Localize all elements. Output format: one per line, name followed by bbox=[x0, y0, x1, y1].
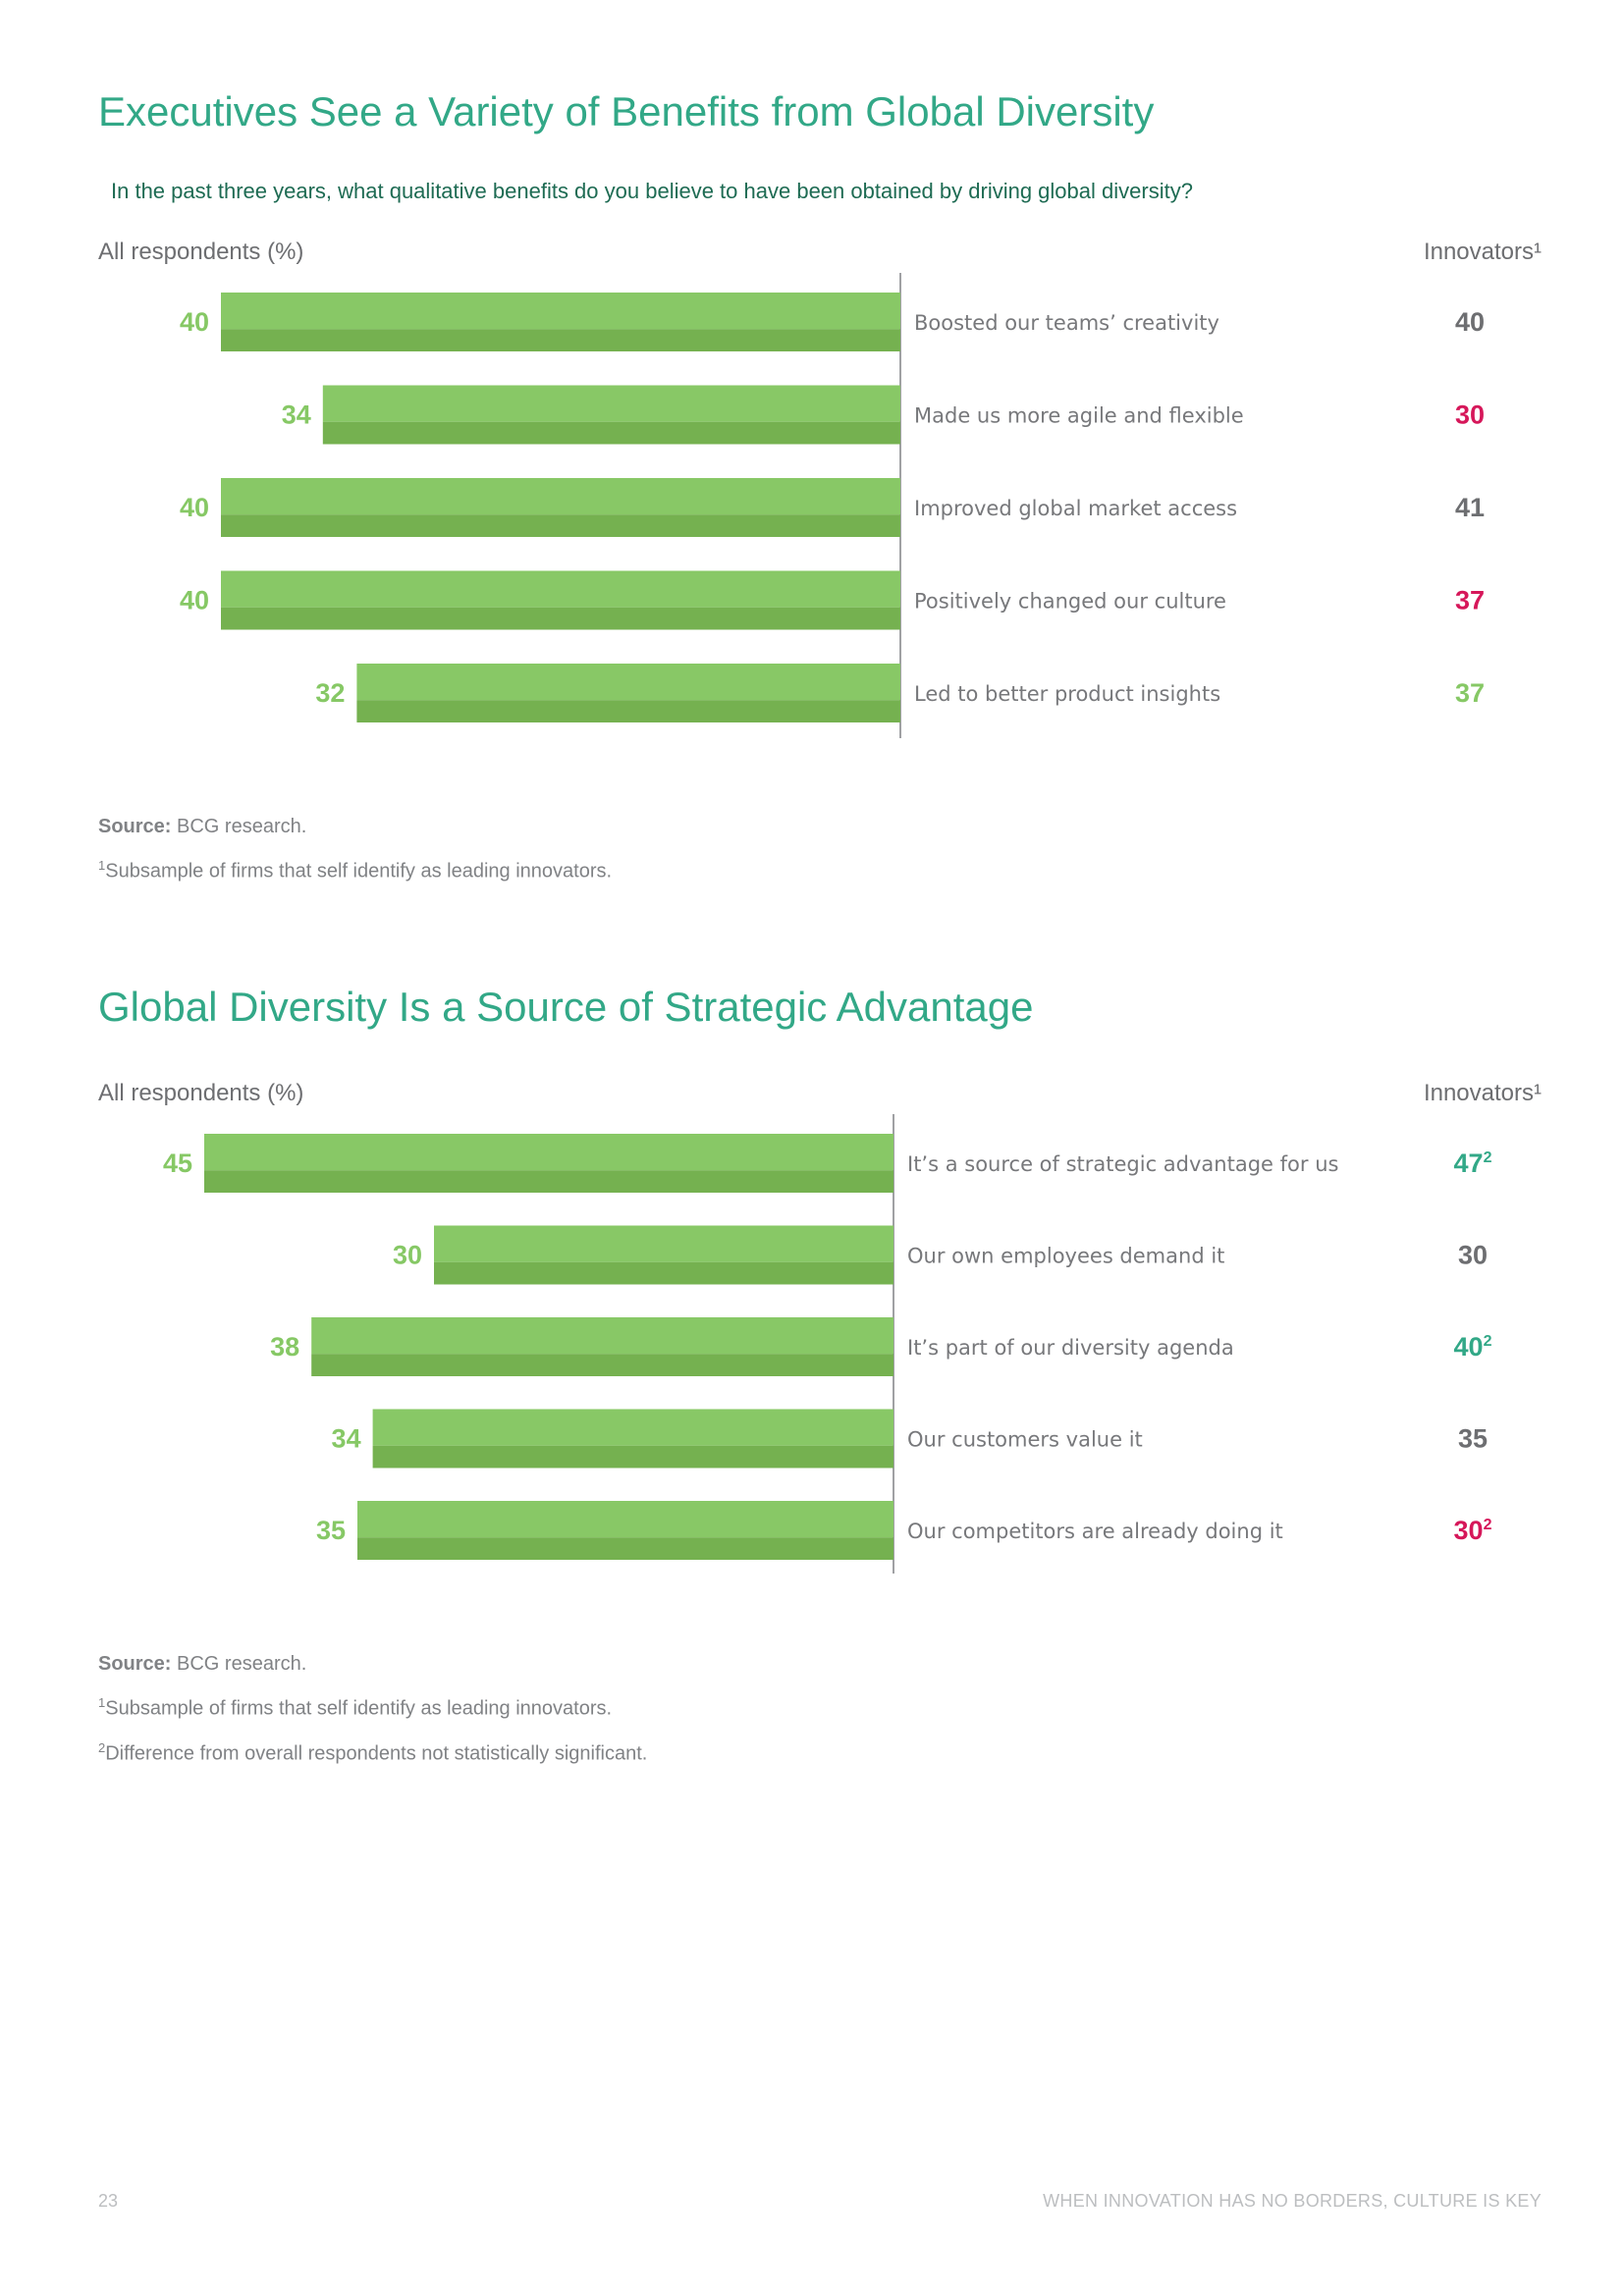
chart-2-innovator-value: 302 bbox=[1454, 1516, 1492, 1545]
chart-1-innovator-value: 40 bbox=[1455, 307, 1485, 337]
chart-1-bar-shadow bbox=[221, 607, 900, 630]
chart-2-bar-shadow bbox=[204, 1170, 893, 1193]
chart-1-bar-row: 32 Led to better product insights 37 bbox=[315, 664, 1485, 722]
chart-1-category-label: Made us more agile and flexible bbox=[914, 404, 1244, 428]
chart-2-value-label: 35 bbox=[316, 1516, 346, 1545]
chart-1-category-label: Boosted our teams’ creativity bbox=[914, 311, 1219, 335]
chart-2-bar bbox=[434, 1225, 893, 1262]
page-number: 23 bbox=[98, 2191, 119, 2211]
chart-1-bar bbox=[221, 293, 900, 330]
chart-2-footnote-1: 1Subsample of firms that self identify a… bbox=[98, 1695, 613, 1720]
chart-1-category-label: Led to better product insights bbox=[914, 682, 1220, 706]
chart-2-bar-shadow bbox=[434, 1261, 893, 1285]
chart-2-bar-row: 45 It’s a source of strategic advantage f… bbox=[163, 1134, 1492, 1193]
chart-1-category-label: Improved global market access bbox=[914, 497, 1237, 520]
chart-1-bar-chart: 40 Boosted our teams’ creativity 40 34 Made … bbox=[180, 273, 1485, 738]
chart-1-innovator-value: 30 bbox=[1455, 400, 1485, 430]
chart-1-bar bbox=[221, 478, 900, 515]
chart-2-footnote-2: 2Difference from overall respondents not… bbox=[98, 1739, 648, 1765]
chart-1-bar-row: 34 Made us more agile and flexible 30 bbox=[282, 385, 1485, 445]
chart-2-bar bbox=[372, 1409, 894, 1446]
chart-1-bar-shadow bbox=[356, 700, 900, 722]
chart-2-value-label: 30 bbox=[393, 1241, 422, 1270]
chart-1-innovator-value: 37 bbox=[1455, 678, 1485, 708]
chart-1-bar bbox=[221, 570, 900, 608]
chart-1-value-label: 32 bbox=[315, 678, 345, 708]
chart-2-bar-row: 34 Our customers value it 35 bbox=[332, 1409, 1488, 1468]
chart-1-bar-shadow bbox=[322, 421, 900, 445]
chart-1-question: In the past three years, what qualitativ… bbox=[111, 179, 1193, 203]
chart-2-title: Global Diversity Is a Source of Strategi… bbox=[98, 984, 1034, 1030]
chart-1-bar-row: 40 Improved global market access 41 bbox=[180, 478, 1485, 537]
chart-1-right-header: Innovators¹ bbox=[1423, 239, 1542, 265]
chart-1-title: Executives See a Variety of Benefits fro… bbox=[98, 88, 1155, 134]
chart-1-left-header: All respondents (%) bbox=[98, 239, 304, 265]
chart-2-bar bbox=[357, 1501, 893, 1538]
chart-2-value-label: 45 bbox=[163, 1148, 192, 1178]
chart-2-innovator-footnote-mark: 2 bbox=[1484, 1149, 1492, 1166]
chart-2-bar bbox=[204, 1134, 893, 1171]
chart-2-value-label: 34 bbox=[332, 1424, 361, 1454]
chart-2-value-label: 38 bbox=[270, 1332, 299, 1362]
chart-2-source: Source: BCG research. bbox=[98, 1653, 307, 1675]
chart-2-bar-row: 30 Our own employees demand it 30 bbox=[393, 1225, 1488, 1285]
chart-2-bar-row: 35 Our competitors are already doing it 30… bbox=[316, 1501, 1492, 1560]
chart-1-innovator-value: 37 bbox=[1455, 586, 1485, 615]
chart-2-category-label: Our own employees demand it bbox=[907, 1245, 1224, 1268]
chart-2-innovator-footnote-mark: 2 bbox=[1484, 1517, 1492, 1533]
chart-2-innovator-value: 35 bbox=[1458, 1424, 1488, 1454]
chart-1-category-label: Positively changed our culture bbox=[914, 590, 1226, 614]
chart-2-bar-shadow bbox=[372, 1445, 894, 1468]
chart-1-source: Source: BCG research. bbox=[98, 816, 307, 837]
chart-1-bar-shadow bbox=[221, 329, 900, 351]
chart-2-bar-shadow bbox=[311, 1354, 893, 1376]
chart-2-category-label: Our competitors are already doing it bbox=[907, 1520, 1283, 1543]
chart-1-bar-row: 40 Positively changed our culture 37 bbox=[180, 570, 1485, 630]
chart-2-bar-shadow bbox=[357, 1537, 893, 1560]
chart-1-value-label: 40 bbox=[180, 307, 209, 337]
chart-2-bar bbox=[311, 1317, 893, 1355]
chart-1-bar bbox=[322, 385, 900, 422]
chart-2-innovator-footnote-mark: 2 bbox=[1484, 1333, 1492, 1350]
chart-1-bar-row: 40 Boosted our teams’ creativity 40 bbox=[180, 293, 1485, 351]
chart-2-innovator-value: 30 bbox=[1458, 1241, 1488, 1270]
chart-2-bar-chart: 45 It’s a source of strategic advantage f… bbox=[163, 1114, 1492, 1574]
chart-2-innovator-value: 472 bbox=[1454, 1148, 1492, 1178]
chart-2-bar-row: 38 It’s part of our diversity agenda 402 bbox=[270, 1317, 1492, 1376]
chart-1-innovator-value: 41 bbox=[1455, 493, 1485, 522]
chart-1-bar bbox=[356, 664, 900, 701]
chart-1-value-label: 40 bbox=[180, 493, 209, 522]
chart-2-right-header: Innovators¹ bbox=[1423, 1080, 1542, 1106]
chart-1-value-label: 40 bbox=[180, 586, 209, 615]
report-title: WHEN INNOVATION HAS NO BORDERS, CULTURE … bbox=[1043, 2191, 1542, 2211]
chart-1-notes: Source: BCG research. 1Subsample of firm… bbox=[98, 807, 612, 891]
chart-2-category-label: It’s a source of strategic advantage for… bbox=[907, 1152, 1338, 1176]
chart-2-category-label: Our customers value it bbox=[907, 1428, 1143, 1452]
chart-1-footnote-1: 1Subsample of firms that self identify a… bbox=[98, 858, 613, 882]
chart-1-value-label: 34 bbox=[282, 400, 311, 430]
chart-2-left-header: All respondents (%) bbox=[98, 1080, 304, 1106]
chart-1-bar-shadow bbox=[221, 514, 900, 537]
chart-2-category-label: It’s part of our diversity agenda bbox=[907, 1336, 1234, 1360]
chart-2-innovator-value: 402 bbox=[1454, 1332, 1492, 1362]
chart-2-notes: Source: BCG research. 1Subsample of firm… bbox=[98, 1644, 647, 1773]
